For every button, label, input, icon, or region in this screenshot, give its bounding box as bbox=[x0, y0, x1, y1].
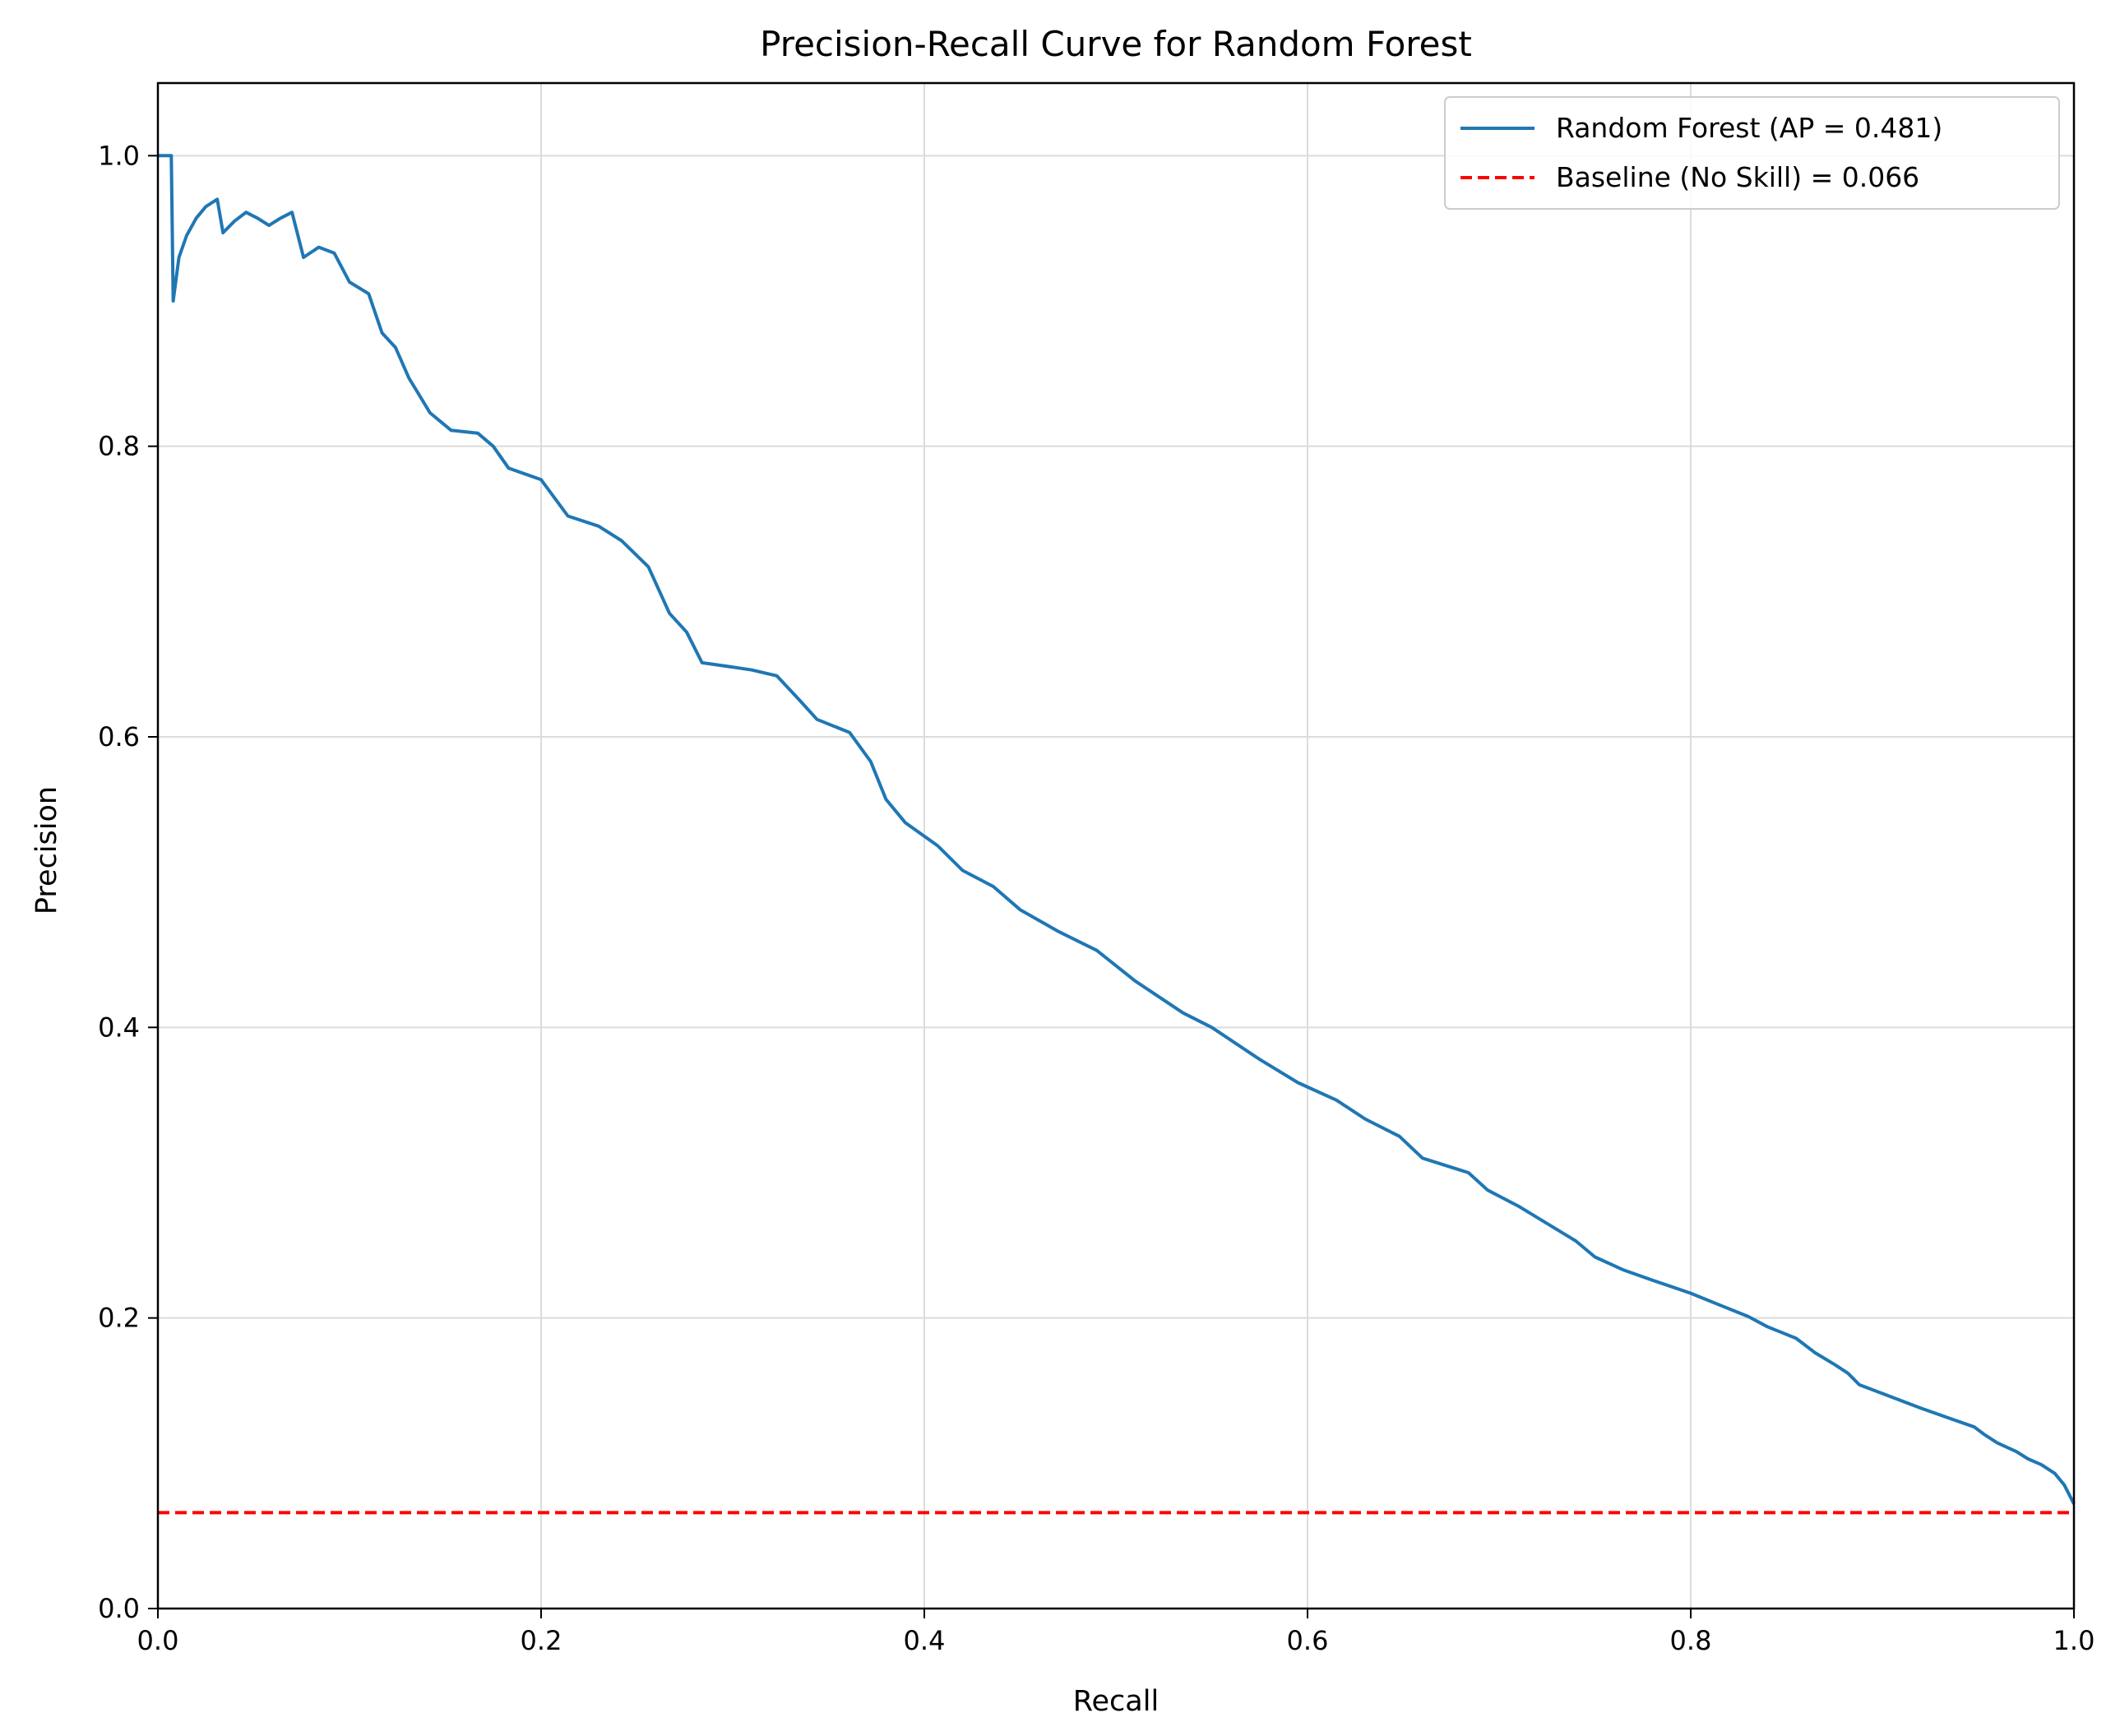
plot-area bbox=[158, 154, 2076, 1515]
x-tick-label: 0.2 bbox=[521, 1625, 562, 1656]
y-tick-label: 0.6 bbox=[98, 721, 140, 752]
legend-box bbox=[1444, 96, 2060, 210]
x-tick-label: 1.0 bbox=[2053, 1625, 2095, 1656]
x-tick-label: 0.8 bbox=[1670, 1625, 1712, 1656]
legend-label-baseline: Baseline (No Skill) = 0.066 bbox=[1556, 161, 1919, 193]
legend-label-random-forest: Random Forest (AP = 0.481) bbox=[1556, 112, 1942, 144]
axis-ticks: 0.0 0.2 0.4 0.6 0.8 1.0 0.0 0.2 0.4 0.6 0.8 1.0 bbox=[98, 140, 2095, 1656]
y-tick-label: 0.8 bbox=[98, 431, 140, 462]
y-tick-label: 1.0 bbox=[98, 140, 140, 171]
random-forest-pr-curve bbox=[158, 154, 2076, 1505]
x-tick-label: 0.6 bbox=[1287, 1625, 1329, 1656]
y-tick-label: 0.4 bbox=[98, 1012, 140, 1043]
x-tick-label: 0.0 bbox=[137, 1625, 179, 1656]
x-tick-label: 0.4 bbox=[904, 1625, 946, 1656]
chart-title: Precision-Recall Curve for Random Forest bbox=[760, 24, 1472, 64]
axes-frame bbox=[156, 81, 2076, 1610]
y-axis-label: Precision bbox=[30, 786, 63, 914]
y-tick-label: 0.0 bbox=[98, 1593, 140, 1624]
y-tick-label: 0.2 bbox=[98, 1303, 140, 1334]
legend: Random Forest (AP = 0.481) Baseline (No … bbox=[1444, 96, 2060, 210]
x-axis-label: Recall bbox=[1073, 1685, 1159, 1718]
